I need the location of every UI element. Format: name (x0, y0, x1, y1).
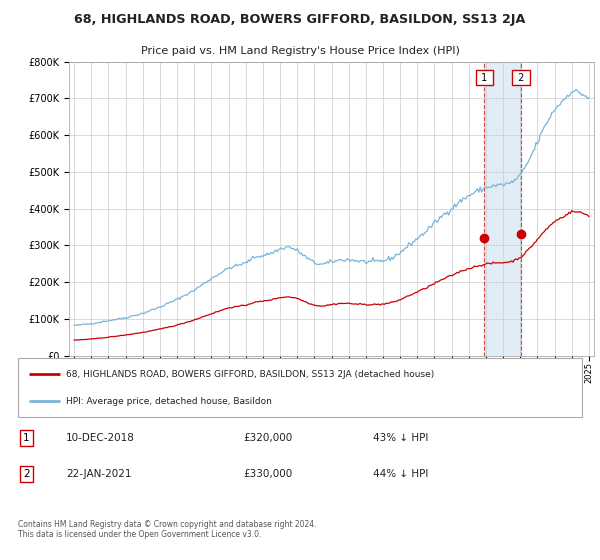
Text: 44% ↓ HPI: 44% ↓ HPI (373, 469, 428, 479)
Text: 1: 1 (478, 73, 491, 83)
Text: 10-DEC-2018: 10-DEC-2018 (66, 433, 135, 442)
Text: 68, HIGHLANDS ROAD, BOWERS GIFFORD, BASILDON, SS13 2JA: 68, HIGHLANDS ROAD, BOWERS GIFFORD, BASI… (74, 13, 526, 26)
Text: 22-JAN-2021: 22-JAN-2021 (66, 469, 131, 479)
Text: 1: 1 (23, 433, 30, 442)
Text: HPI: Average price, detached house, Basildon: HPI: Average price, detached house, Basi… (66, 397, 272, 406)
Text: 43% ↓ HPI: 43% ↓ HPI (373, 433, 428, 442)
FancyBboxPatch shape (18, 358, 582, 417)
Text: Price paid vs. HM Land Registry's House Price Index (HPI): Price paid vs. HM Land Registry's House … (140, 46, 460, 56)
Text: 68, HIGHLANDS ROAD, BOWERS GIFFORD, BASILDON, SS13 2JA (detached house): 68, HIGHLANDS ROAD, BOWERS GIFFORD, BASI… (66, 370, 434, 379)
Text: £330,000: £330,000 (244, 469, 293, 479)
Text: £320,000: £320,000 (244, 433, 293, 442)
Text: Contains HM Land Registry data © Crown copyright and database right 2024.
This d: Contains HM Land Registry data © Crown c… (18, 520, 317, 539)
Text: 2: 2 (515, 73, 527, 83)
Text: 2: 2 (23, 469, 30, 479)
Bar (484, 62, 521, 356)
